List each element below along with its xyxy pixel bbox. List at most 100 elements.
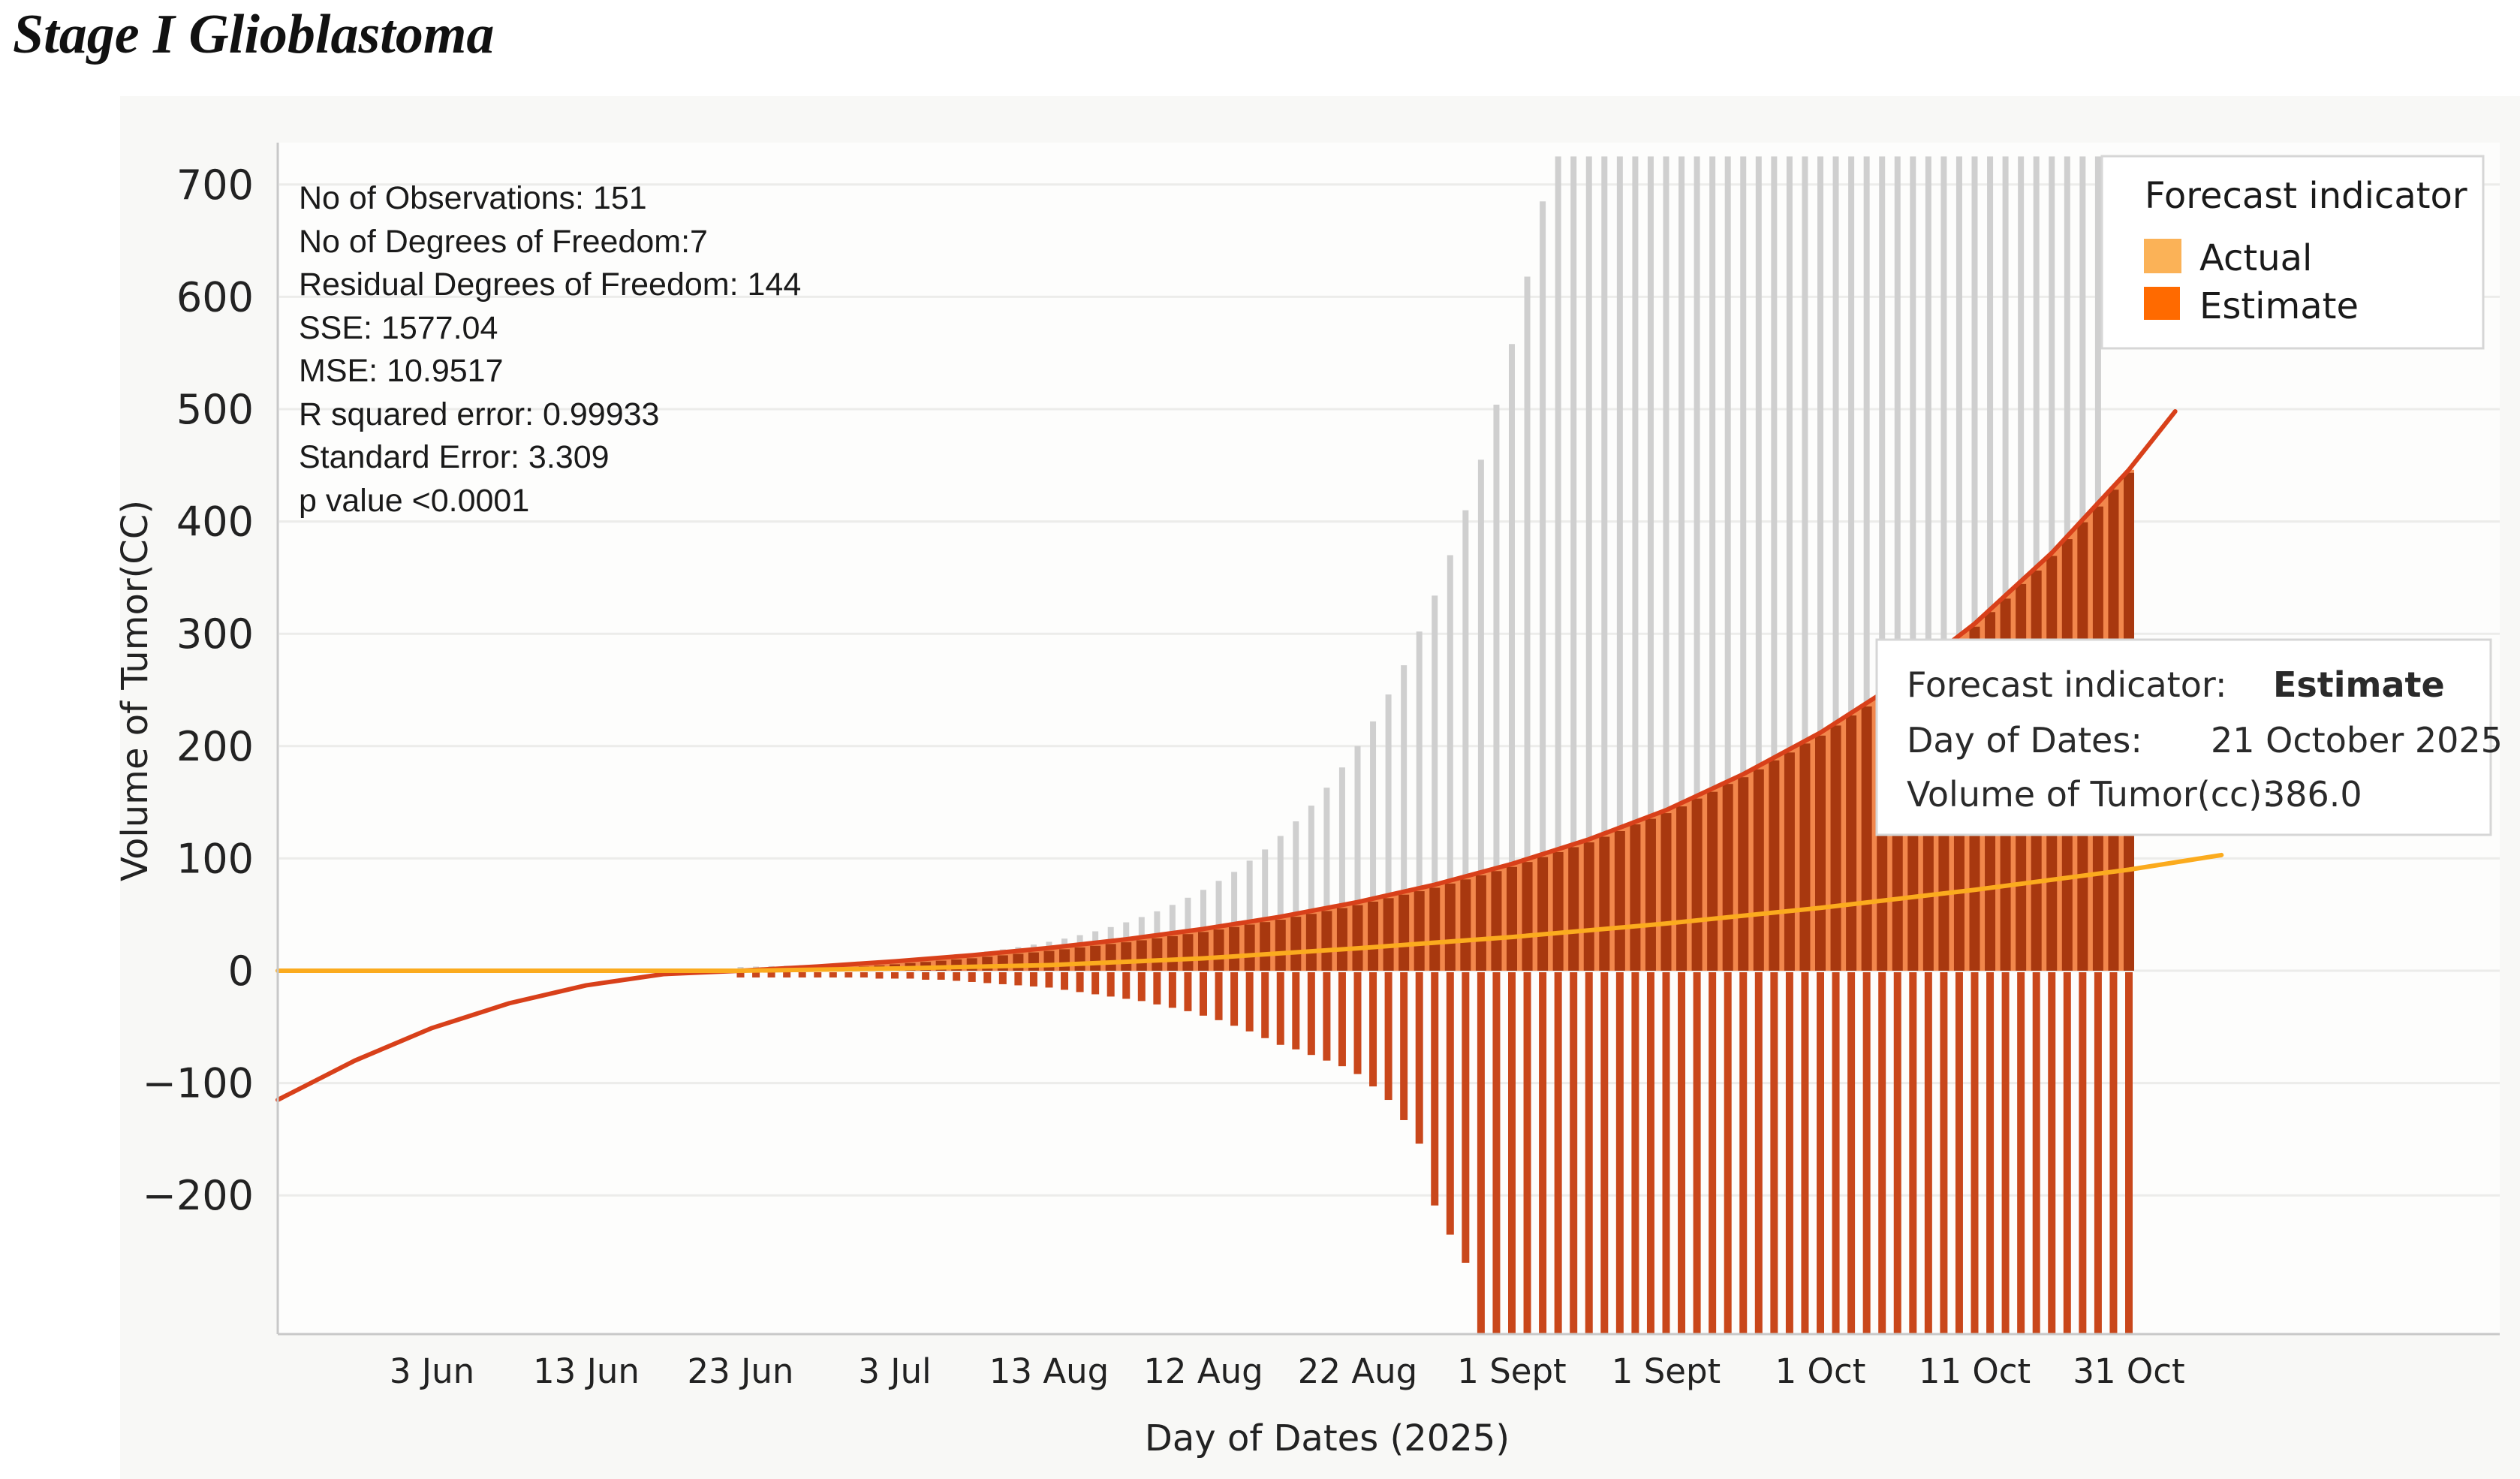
bar-actual [1447, 555, 1453, 971]
legend-label-actual: Actual [2199, 237, 2312, 279]
bar-residual [845, 972, 853, 977]
bar-residual [767, 972, 775, 977]
bar-residual [891, 972, 899, 979]
x-axis-title: Day of Dates (2025) [1145, 1417, 1510, 1459]
bar-estimate [1861, 706, 1872, 971]
bar-estimate [1305, 914, 1317, 971]
bar-estimate [1830, 725, 1841, 971]
bar-actual [1724, 156, 1731, 971]
bar-residual [1893, 972, 1901, 1334]
y-tick-label: −100 [143, 1060, 254, 1107]
bar-actual [1462, 510, 1469, 971]
bar-residual [1801, 972, 1809, 1334]
tooltip-box [1875, 638, 2492, 836]
bar-residual [2017, 972, 2025, 1334]
bar-residual [2001, 972, 2010, 1334]
bar-actual [1354, 746, 1361, 971]
bar-residual [1245, 972, 1254, 1032]
bar-actual [1246, 860, 1253, 971]
bar-actual [1755, 156, 1762, 971]
bar-estimate [1599, 836, 1610, 971]
bar-actual [1802, 156, 1808, 971]
bar-estimate [1707, 791, 1718, 971]
bar-residual [1971, 972, 1979, 1334]
bar-actual [1771, 156, 1778, 971]
bar-residual [1909, 972, 1917, 1334]
bar-actual [1925, 156, 1931, 971]
bar-residual [2032, 972, 2040, 1334]
bar-residual [1338, 972, 1346, 1067]
bar-actual [1987, 156, 1994, 971]
bar-residual [1462, 972, 1470, 1263]
bar-residual [1986, 972, 1995, 1334]
bar-residual [1384, 972, 1392, 1101]
bar-residual [1754, 972, 1763, 1334]
y-tick-label: 300 [176, 610, 254, 658]
stat-p-value: p value <0.0001 [299, 483, 529, 519]
bar-residual [1061, 972, 1069, 990]
bar-estimate [1090, 945, 1101, 971]
x-tick-label: 22 Aug [1298, 1351, 1417, 1391]
bar-residual [1200, 972, 1207, 1016]
bar-estimate [1043, 950, 1055, 971]
bar-estimate [1815, 735, 1826, 971]
bar-estimate [1614, 831, 1625, 971]
y-tick-label: −200 [143, 1172, 254, 1219]
bar-estimate [1290, 917, 1302, 971]
tooltip-indicator-value: Estimate [2273, 664, 2445, 705]
bar-actual [1540, 201, 1546, 971]
bar-estimate [1645, 818, 1656, 971]
bar-estimate [1028, 952, 1039, 971]
bar-residual [1184, 972, 1192, 1011]
bar-actual [1601, 156, 1608, 971]
bar-estimate [1769, 760, 1780, 971]
bar-actual [1647, 156, 1654, 971]
bar-residual [2079, 972, 2087, 1334]
bar-residual [2048, 972, 2056, 1334]
bar-actual [1863, 156, 1870, 971]
bar-estimate [1352, 905, 1363, 971]
bar-actual [1709, 156, 1716, 971]
tooltip: Forecast indicator: Estimate Day of Date… [1875, 638, 2503, 836]
bar-estimate [1152, 938, 1163, 971]
bar-residual [1554, 972, 1562, 1334]
bar-estimate [1552, 851, 1564, 971]
bar-estimate [1275, 920, 1286, 971]
bar-residual [2125, 972, 2133, 1334]
bar-actual [1632, 156, 1639, 971]
bar-residual [906, 972, 914, 979]
legend-label-estimate: Estimate [2199, 285, 2359, 327]
bar-estimate [1507, 866, 1517, 971]
bar-estimate [1444, 883, 1456, 971]
bar-residual [1600, 972, 1609, 1334]
bar-residual [953, 972, 961, 981]
bar-residual [1307, 972, 1315, 1056]
bar-estimate [1429, 887, 1441, 971]
bar-estimate [1568, 847, 1579, 971]
x-tick-label: 31 Oct [2073, 1351, 2184, 1391]
bar-estimate [1537, 857, 1549, 971]
bar-estimate [1182, 934, 1194, 971]
bar-estimate [1753, 769, 1764, 971]
bar-residual [1492, 972, 1501, 1334]
bar-residual [1508, 972, 1516, 1334]
bar-residual [1570, 972, 1578, 1334]
bar-residual [1261, 972, 1269, 1038]
bar-residual [998, 972, 1007, 984]
bar-estimate [1368, 901, 1379, 971]
bar-estimate [1722, 784, 1733, 971]
y-tick-label: 100 [176, 835, 254, 882]
stat-mse: MSE: 10.9517 [299, 353, 504, 389]
legend: Forecast indicator Actual Estimate [2100, 155, 2485, 350]
tooltip-volume-label: Volume of Tumor(cc): [1907, 774, 2274, 815]
bar-residual [2063, 972, 2071, 1334]
bar-residual [1832, 972, 1840, 1334]
x-tick-label: 13 Jun [533, 1351, 640, 1391]
bar-residual [1477, 972, 1485, 1334]
bar-actual [1385, 694, 1392, 971]
x-tick-label: 3 Jun [390, 1351, 474, 1391]
bar-actual [1694, 156, 1700, 971]
actual-curve [275, 852, 2224, 973]
